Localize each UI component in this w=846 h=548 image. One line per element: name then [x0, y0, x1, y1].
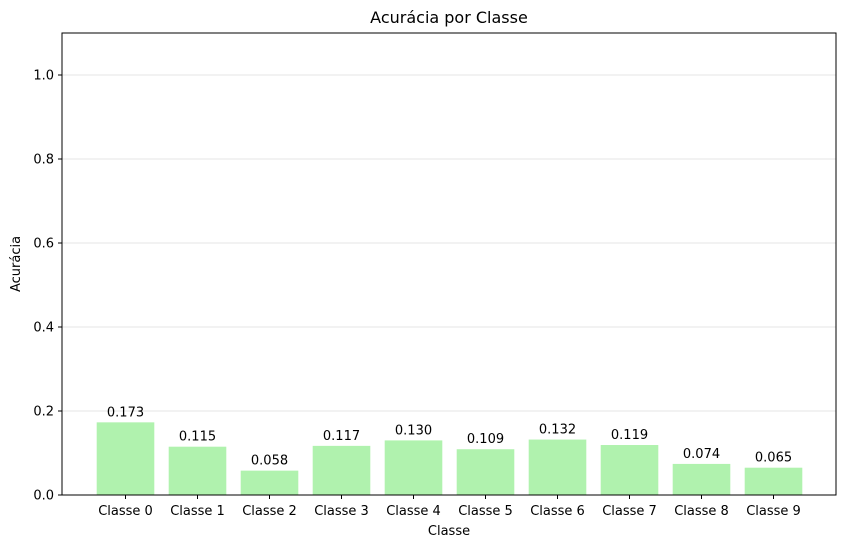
- x-axis-label: Classe: [428, 524, 470, 539]
- y-tick-label: 0.8: [33, 153, 54, 168]
- x-tick-label: Classe 2: [242, 504, 297, 519]
- bar-classe-5: [456, 449, 515, 495]
- x-tick-label: Classe 3: [314, 504, 369, 519]
- x-tick-label: Classe 0: [98, 504, 153, 519]
- bar-classe-3: [312, 445, 371, 495]
- bar-classe-0: [96, 422, 155, 495]
- y-tick-label: 0.4: [33, 321, 54, 336]
- x-tick-label: Classe 9: [746, 504, 801, 519]
- bar-value-label: 0.058: [251, 454, 288, 469]
- bar-classe-1: [168, 446, 227, 495]
- bars: [96, 422, 803, 495]
- x-tick-label: Classe 5: [458, 504, 513, 519]
- x-tick-label: Classe 6: [530, 504, 585, 519]
- bar-value-label: 0.173: [107, 405, 144, 420]
- y-tick-label: 0.6: [33, 237, 54, 252]
- bar-value-label: 0.074: [683, 447, 720, 462]
- chart-title: Acurácia por Classe: [370, 8, 528, 27]
- bar-classe-8: [672, 463, 731, 495]
- x-tick-label: Classe 1: [170, 504, 225, 519]
- x-tick-label: Classe 7: [602, 504, 657, 519]
- plot-frame: [61, 32, 837, 496]
- bar-value-label: 0.065: [755, 451, 792, 466]
- bar-classe-2: [240, 470, 299, 495]
- axes: 0.0 0.2 0.4 0.6 0.8 1.0 Classe 0 Classe 1 Classe…: [33, 32, 837, 519]
- bar-classe-7: [600, 445, 659, 495]
- bar-classe-6: [528, 439, 587, 495]
- bar-classe-4: [384, 440, 443, 495]
- x-tick-label: Classe 4: [386, 504, 441, 519]
- y-axis-label: Acurácia: [9, 236, 24, 292]
- value-labels: 0.173 0.115 0.058 0.117 0.130 0.109 0.132 0.119…: [107, 405, 792, 468]
- x-tick-label: Classe 8: [674, 504, 729, 519]
- y-tick-label: 0.0: [33, 489, 54, 504]
- bar-value-label: 0.109: [467, 432, 504, 447]
- bar-value-label: 0.119: [611, 428, 648, 443]
- bar-value-label: 0.117: [323, 429, 360, 444]
- y-tick-label: 1.0: [33, 69, 54, 84]
- bar-value-label: 0.132: [539, 423, 576, 438]
- bar-value-label: 0.115: [179, 430, 216, 445]
- bar-value-label: 0.130: [395, 423, 432, 438]
- y-tick-label: 0.2: [33, 405, 54, 420]
- bar-classe-9: [744, 467, 803, 495]
